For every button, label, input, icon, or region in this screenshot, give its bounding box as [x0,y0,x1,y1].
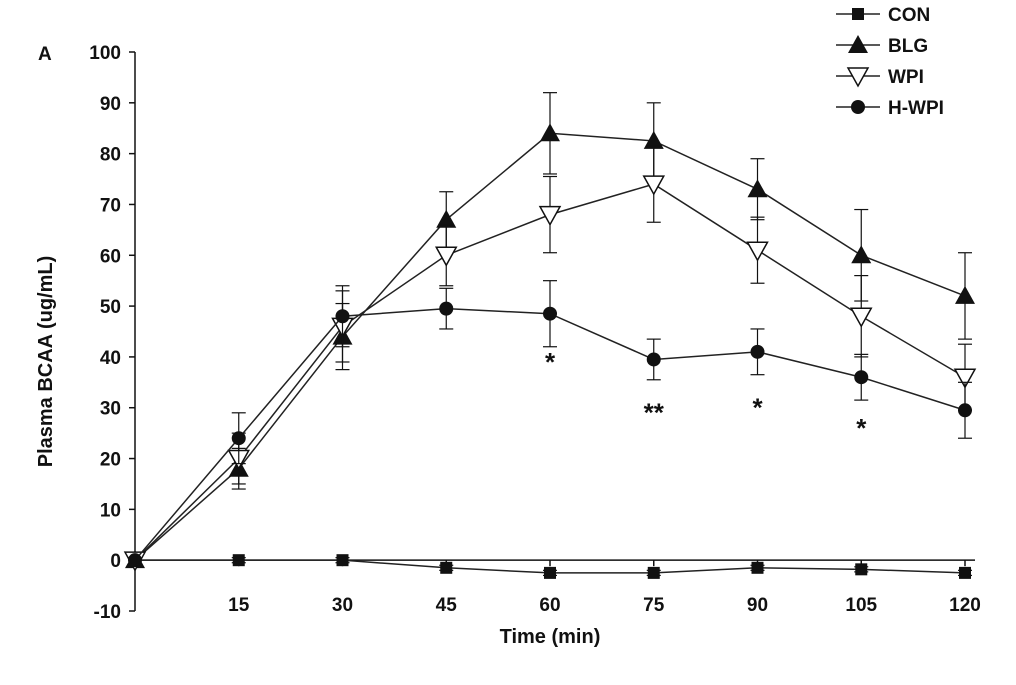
data-point [434,246,458,267]
data-point [750,344,765,359]
legend-marker [846,67,870,88]
y-tick-label: 20 [100,450,121,471]
data-point [439,301,454,316]
data-point [436,209,457,228]
data-point [851,245,872,264]
significance-marker: * [545,347,556,377]
significance-marker: * [752,393,763,423]
data-point [335,309,350,324]
data-point [958,403,972,418]
data-point [128,553,142,568]
data-point [955,285,975,304]
legend-label: BLG [888,36,928,57]
legend-marker [848,35,868,53]
y-tick-label: 100 [89,43,121,64]
data-point [544,566,556,579]
y-tick-label: -10 [94,602,121,623]
data-point [538,205,562,227]
y-tick-label: 40 [100,348,121,369]
data-point [336,554,349,567]
y-tick-label: 90 [100,94,121,115]
x-tick-label: 30 [332,595,353,616]
x-tick-label: 15 [228,595,250,616]
data-point [540,123,560,142]
data-point [647,566,660,579]
x-tick-label: 105 [845,595,877,616]
legend-label: WPI [888,67,924,88]
x-tick-label: 75 [643,595,665,616]
panel-label: A [38,44,52,65]
data-point [959,566,971,579]
y-tick-label: 70 [100,195,121,216]
data-point [953,368,977,389]
series-con [129,554,972,579]
legend-label: CON [888,5,930,26]
data-point [747,179,768,198]
legend-marker [852,8,864,20]
data-point [646,352,661,367]
data-point [855,563,868,576]
data-point [440,561,453,574]
x-tick-label: 60 [539,595,560,616]
data-point [643,130,664,149]
y-tick-label: 80 [100,145,121,166]
data-point [751,561,764,574]
data-point [849,307,873,328]
x-tick-label: 45 [436,595,458,616]
series-h-wpi [128,280,972,568]
y-tick-label: 10 [100,500,121,521]
legend-marker [851,100,865,114]
significance-marker: * [856,413,867,443]
data-point [854,370,869,385]
y-axis-label: Plasma BCAA (ug/mL) [35,256,57,468]
series-wpi [123,145,977,572]
data-point [231,431,246,446]
legend: CON BLG WPI H-WPI [836,5,944,119]
x-tick-label: 120 [949,595,981,616]
x-tick-label: 90 [747,595,768,616]
data-point [232,554,245,567]
y-tick-label: 30 [100,399,121,420]
data-point [642,175,666,196]
x-axis-label: Time (min) [500,626,601,648]
y-tick-label: 0 [110,551,121,572]
significance-marker: ** [644,398,665,428]
data-point [746,241,769,262]
legend-label: H-WPI [888,98,944,119]
data-point [543,306,557,321]
y-tick-label: 50 [100,297,121,318]
y-tick-label: 60 [100,246,121,267]
